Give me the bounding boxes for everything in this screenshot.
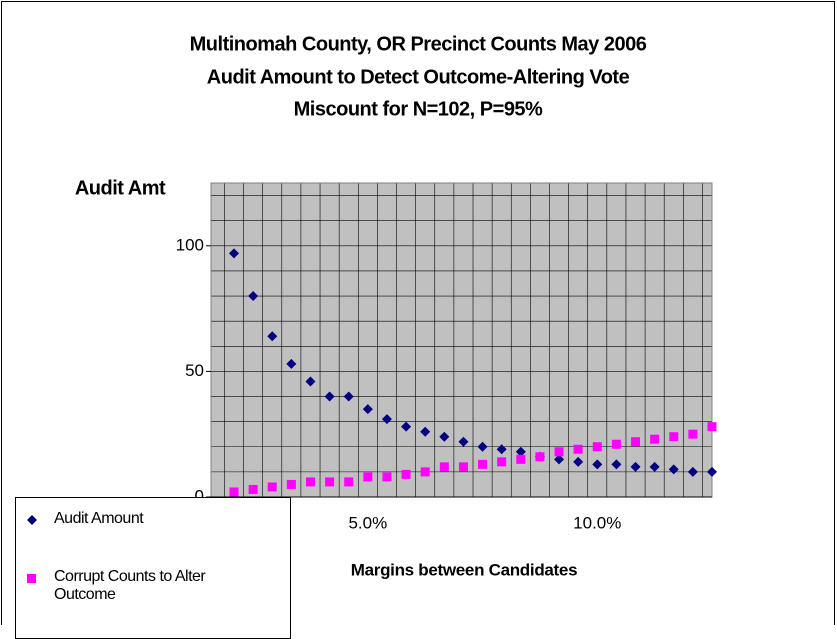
data-point bbox=[362, 404, 373, 415]
data-point bbox=[650, 434, 660, 444]
data-point bbox=[344, 477, 354, 487]
legend-symbol bbox=[27, 515, 37, 525]
data-point bbox=[439, 462, 449, 472]
data-point bbox=[363, 472, 373, 482]
y-tick-label: 100 bbox=[176, 235, 204, 254]
chart-title: Audit Amount to Detect Outcome-Altering … bbox=[207, 66, 630, 88]
data-point bbox=[267, 482, 277, 492]
data-point bbox=[573, 444, 583, 454]
data-point bbox=[477, 441, 488, 452]
grid bbox=[210, 182, 713, 498]
data-point bbox=[573, 456, 584, 467]
chart-title: Miscount for N=102, P=95% bbox=[294, 98, 543, 120]
data-point bbox=[286, 358, 297, 369]
data-point bbox=[669, 432, 679, 442]
data-point bbox=[401, 469, 411, 479]
legend-marker bbox=[27, 574, 36, 583]
legend-marker bbox=[27, 515, 37, 525]
data-point bbox=[516, 454, 526, 464]
data-point bbox=[248, 484, 258, 494]
data-point bbox=[305, 477, 315, 487]
data-point bbox=[611, 459, 622, 470]
data-point bbox=[707, 466, 717, 477]
data-point bbox=[496, 444, 507, 455]
data-point bbox=[324, 391, 335, 402]
data-point bbox=[535, 452, 545, 462]
legend-item: Audit Amount bbox=[24, 510, 279, 530]
data-point bbox=[458, 436, 469, 447]
data-point bbox=[554, 447, 564, 457]
data-point bbox=[325, 477, 335, 487]
data-point bbox=[401, 421, 412, 432]
x-tick-label: 5.0% bbox=[348, 513, 387, 532]
data-point bbox=[515, 446, 526, 457]
data-point bbox=[592, 442, 602, 452]
data-point bbox=[439, 431, 450, 442]
legend-item: Corrupt Counts to Alter Outcome bbox=[24, 568, 279, 604]
data-point bbox=[248, 291, 259, 302]
legend-label: Corrupt Counts to Alter Outcome bbox=[54, 568, 206, 603]
chart-title: Multinomah County, OR Precinct Counts Ma… bbox=[190, 33, 647, 55]
data-point bbox=[229, 487, 239, 497]
data-point bbox=[382, 472, 392, 482]
data-point bbox=[631, 437, 641, 447]
data-point bbox=[343, 391, 354, 402]
data-point bbox=[707, 422, 717, 432]
data-point bbox=[305, 376, 316, 387]
x-axis-label: Margins between Candidates bbox=[351, 560, 577, 579]
data-point bbox=[420, 426, 431, 437]
legend-label: Audit Amount bbox=[54, 510, 144, 527]
y-tick-label: 50 bbox=[185, 361, 204, 380]
legend-symbol bbox=[27, 574, 36, 583]
y-axis-label: Audit Amt bbox=[75, 177, 166, 199]
data-point bbox=[497, 457, 507, 467]
data-point bbox=[592, 459, 603, 470]
data-point bbox=[611, 439, 621, 449]
data-point bbox=[420, 467, 430, 477]
legend: Audit Amount Corrupt Counts to Alter Out… bbox=[15, 497, 291, 639]
data-point bbox=[688, 429, 698, 439]
y-tick-label: 0 bbox=[195, 486, 204, 505]
data-point bbox=[458, 462, 468, 472]
data-point bbox=[478, 459, 488, 469]
x-tick-label: 10.0% bbox=[573, 513, 621, 532]
data-point bbox=[687, 466, 698, 477]
data-point bbox=[381, 414, 392, 425]
data-point bbox=[668, 464, 679, 475]
data-point bbox=[649, 461, 660, 472]
data-point bbox=[554, 454, 565, 465]
data-point bbox=[286, 479, 296, 489]
data-point bbox=[267, 331, 278, 342]
data-point bbox=[229, 248, 239, 259]
plot-area bbox=[211, 183, 712, 497]
data-point bbox=[630, 461, 641, 472]
